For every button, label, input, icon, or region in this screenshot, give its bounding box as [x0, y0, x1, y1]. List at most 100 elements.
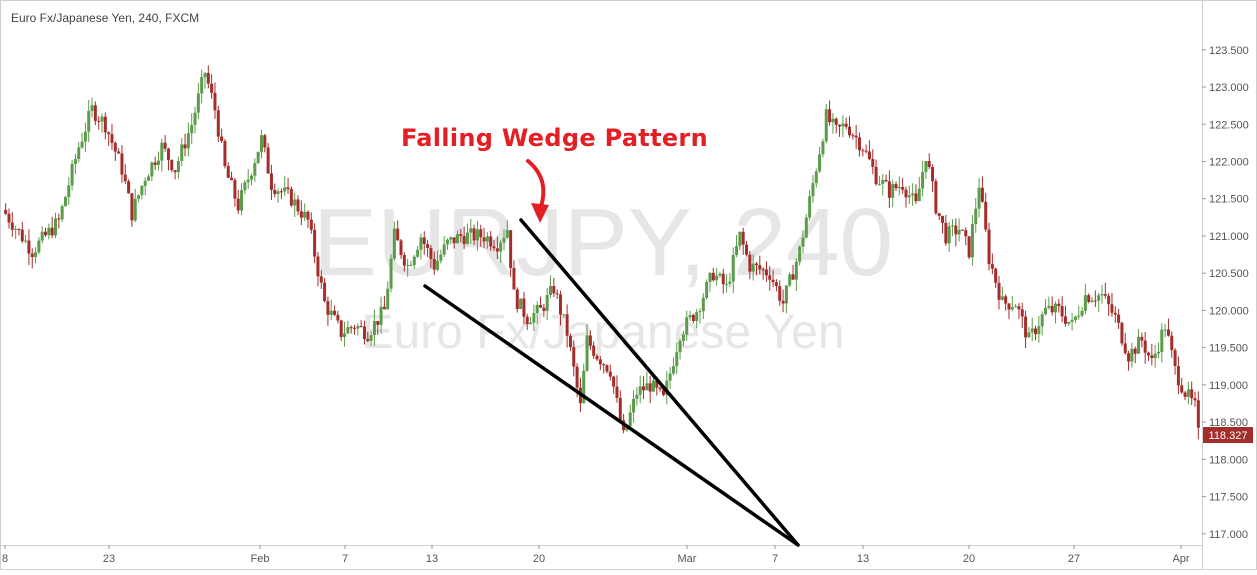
candle-body: [220, 136, 224, 142]
candle-body: [253, 163, 257, 176]
candle-body: [346, 327, 350, 334]
candle-body: [1020, 309, 1024, 317]
candle-body: [4, 209, 8, 214]
candle-body: [1183, 392, 1187, 397]
candle-body: [137, 195, 141, 199]
candle-body: [436, 260, 440, 270]
candle-body: [784, 285, 788, 304]
candle-body: [897, 186, 901, 189]
candle-body: [389, 258, 393, 289]
candle-body: [170, 160, 174, 171]
candle-body: [492, 246, 496, 249]
candle-body: [1147, 352, 1151, 356]
candle-body: [180, 144, 184, 161]
candle-body: [964, 230, 968, 237]
candle-body: [160, 142, 164, 161]
candle-body: [691, 315, 695, 322]
candle-body: [632, 398, 636, 413]
candle-body: [535, 304, 539, 314]
candle-body: [392, 228, 396, 259]
candle-body: [1080, 310, 1084, 316]
candle-body: [416, 249, 420, 257]
candle-body: [50, 227, 54, 236]
candle-body: [206, 73, 210, 84]
candle-body: [924, 161, 928, 173]
candle-body: [1150, 355, 1154, 359]
candle-body: [153, 162, 157, 165]
candle-body: [871, 159, 875, 167]
candle-body: [289, 188, 293, 206]
candle-body: [921, 172, 925, 189]
candle-body: [429, 248, 433, 259]
candle-body: [505, 230, 509, 238]
candle-body: [1120, 322, 1124, 344]
candle-body: [53, 218, 57, 236]
candle-body: [974, 208, 978, 225]
candle-body: [751, 263, 755, 272]
candle-body: [515, 289, 519, 310]
candle-body: [1140, 336, 1144, 341]
candle-body: [542, 307, 546, 311]
candle-body: [7, 213, 11, 223]
candle-body: [103, 116, 107, 133]
candle-body: [40, 231, 44, 241]
candle-body: [867, 151, 871, 160]
x-tick-label: 20: [533, 553, 545, 565]
candle-body: [150, 162, 154, 177]
candle-body: [788, 274, 792, 286]
candle-body: [907, 195, 911, 198]
candle-body: [768, 275, 772, 280]
candle-body: [970, 224, 974, 258]
candle-body: [1127, 353, 1131, 362]
candle-body: [512, 268, 516, 290]
candle-body: [502, 237, 506, 243]
candle-body: [223, 141, 227, 167]
candle-body: [887, 181, 891, 198]
candle-body: [1044, 307, 1048, 315]
candle-body: [818, 154, 822, 172]
candle-body: [37, 240, 41, 253]
wedge-upper-trendline: [519, 218, 800, 547]
candle-body: [376, 321, 380, 325]
candle-body: [854, 135, 858, 138]
candle-body: [246, 179, 250, 183]
candle-body: [954, 225, 958, 235]
candle-body: [781, 300, 785, 304]
candle-body: [17, 229, 21, 231]
candle-body: [442, 244, 446, 255]
candle-body: [588, 335, 592, 346]
candle-body: [426, 244, 430, 249]
candle-body: [369, 335, 373, 341]
y-tick-label: 117.500: [1209, 492, 1248, 504]
candle-body: [728, 281, 732, 284]
candle-body: [432, 258, 436, 270]
candle-body: [110, 134, 114, 143]
y-tick-label: 118.500: [1209, 417, 1248, 429]
candle-body: [200, 77, 204, 94]
candle-body: [901, 186, 905, 190]
candle-body: [1047, 305, 1051, 308]
candle-body: [582, 370, 586, 404]
candle-body: [1170, 335, 1174, 351]
candle-body: [522, 298, 526, 317]
candle-body: [1130, 348, 1134, 362]
pattern-annotation-label: Falling Wedge Pattern: [401, 124, 708, 152]
candle-body: [269, 173, 273, 190]
candle-body: [638, 386, 642, 395]
candle-body: [658, 387, 662, 390]
candle-body: [798, 246, 802, 262]
candle-body: [1137, 336, 1141, 354]
candle-body: [446, 239, 450, 245]
candle-body: [499, 242, 503, 252]
candle-body: [462, 236, 466, 244]
candle-body: [841, 123, 845, 127]
candle-body: [90, 105, 94, 111]
candle-body: [778, 286, 782, 301]
candle-body: [130, 193, 134, 221]
candle-body: [77, 147, 81, 160]
candle-body: [1037, 326, 1041, 335]
candle-body: [984, 201, 988, 230]
candle-body: [459, 234, 463, 237]
candle-body: [864, 150, 868, 152]
candle-body: [715, 275, 719, 281]
